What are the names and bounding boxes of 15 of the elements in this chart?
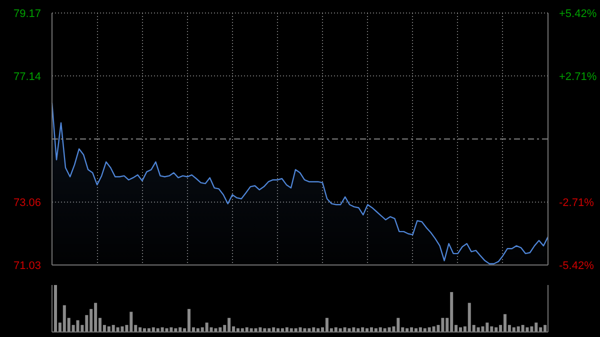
bar (214, 328, 218, 332)
bar (348, 328, 351, 332)
bar (165, 328, 168, 332)
y2-tick-label: -5.42% (559, 260, 594, 272)
y-tick-label: 77.14 (13, 70, 41, 83)
y-tick-label: 71.03 (13, 260, 41, 272)
y2-tick-label: +5.42% (559, 8, 597, 20)
y2-tick-label: -2.71% (559, 197, 594, 209)
y2-tick-label: +2.71% (559, 71, 597, 83)
y-tick-label: 79.17 (13, 8, 41, 20)
bar (76, 320, 80, 332)
y-tick-label: 73.06 (13, 197, 41, 210)
bar (254, 328, 258, 332)
bar (521, 324, 524, 332)
bar (303, 328, 306, 332)
